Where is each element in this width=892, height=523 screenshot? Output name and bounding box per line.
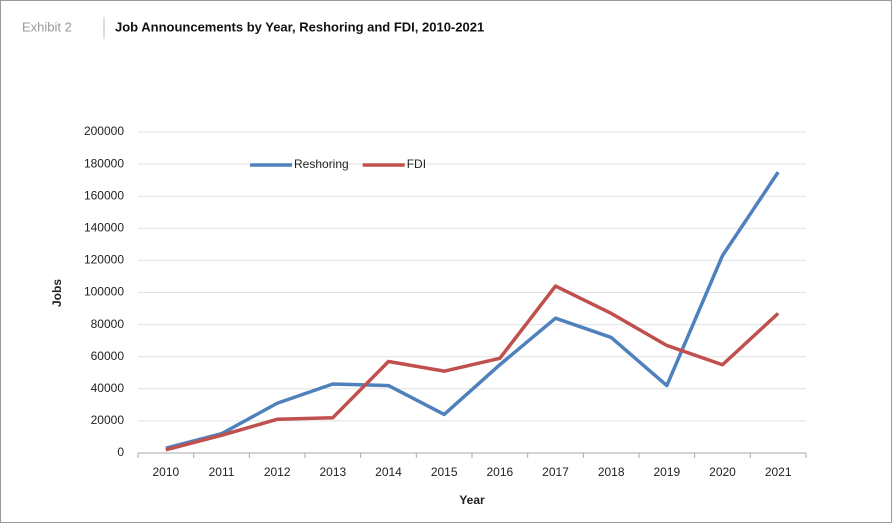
y-tick-label: 40000 xyxy=(91,381,125,395)
y-tick-label: 140000 xyxy=(84,220,124,234)
x-tick-label: 2011 xyxy=(209,465,235,479)
y-tick-label: 60000 xyxy=(91,349,125,363)
x-axis-label: Year xyxy=(459,493,485,507)
x-tick-label: 2021 xyxy=(765,465,792,479)
y-tick-label: 80000 xyxy=(91,317,125,331)
series-line xyxy=(165,171,780,450)
y-tick-label: 200000 xyxy=(84,124,124,138)
series-line xyxy=(165,284,780,452)
legend-label: FDI xyxy=(407,157,426,171)
legend-label: Reshoring xyxy=(294,157,349,171)
y-tick-label: 100000 xyxy=(84,285,124,299)
x-tick-label: 2019 xyxy=(653,465,680,479)
x-tick-label: 2010 xyxy=(152,465,179,479)
x-tick-label: 2012 xyxy=(264,465,291,479)
y-axis-label: Jobs xyxy=(50,279,64,307)
x-tick-label: 2018 xyxy=(598,465,625,479)
x-tick-label: 2016 xyxy=(486,465,513,479)
y-tick-label: 180000 xyxy=(84,156,124,170)
y-tick-label: 120000 xyxy=(84,253,124,267)
exhibit-label: Exhibit 2 xyxy=(22,19,72,34)
chart-title: Job Announcements by Year, Reshoring and… xyxy=(115,19,484,34)
y-tick-label: 0 xyxy=(117,445,124,459)
x-tick-label: 2020 xyxy=(709,465,736,479)
y-tick-label: 20000 xyxy=(91,413,125,427)
x-tick-label: 2015 xyxy=(431,465,458,479)
x-tick-label: 2014 xyxy=(375,465,402,479)
y-tick-label: 160000 xyxy=(84,188,124,202)
x-tick-label: 2013 xyxy=(319,465,346,479)
x-tick-label: 2017 xyxy=(542,465,569,479)
